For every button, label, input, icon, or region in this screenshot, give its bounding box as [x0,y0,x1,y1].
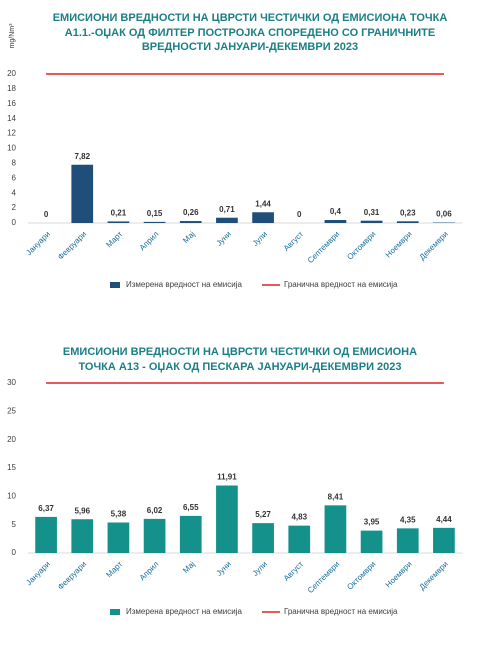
y-tick-label: 0 [12,218,17,227]
bar [143,518,166,553]
data-label: 8,41 [328,492,344,501]
data-label: 0,71 [219,205,235,214]
data-label: 0 [297,210,302,219]
data-label: 11,91 [217,473,237,482]
y-axis-label: mg/Nm³ [9,23,16,49]
bar [433,527,455,553]
y-tick-label: 0 [12,548,17,557]
data-label: 4,44 [436,515,452,524]
y-tick-label: 5 [12,520,17,529]
x-tick-label: Февруари [56,230,88,262]
data-label: 5,38 [111,510,127,519]
x-tick-label: Септември [306,560,342,596]
chart-title: ЕМИСИОНИ ВРЕДНОСТИ НА ЦВРСТИ ЧЕСТИЧКИ ОД… [62,346,418,373]
y-tick-label: 14 [7,114,16,123]
bar [360,220,383,223]
y-tick-label: 20 [7,435,16,444]
x-tick-label: Октомври [345,560,377,592]
x-tick-label: Мај [181,229,197,245]
y-tick-label: 25 [7,406,16,415]
bar [216,485,238,553]
bar [179,221,202,223]
x-tick-label: Октомври [345,230,377,262]
bar [360,530,383,553]
x-tick-label: Ноември [384,560,414,590]
x-tick-label: Јануари [24,560,52,588]
bar [396,221,419,223]
legend-label: Гранична вредност на емисија [284,607,398,616]
bar [107,522,130,553]
y-tick-label: 2 [12,203,17,212]
bar [143,221,166,223]
data-label: 0,31 [364,208,380,217]
x-tick-label: Декември [418,230,450,262]
data-label: 0,23 [400,208,416,217]
legend-label: Измерена вредност на емисија [126,280,243,289]
x-tick-label: Ноември [384,230,414,260]
bar [71,519,94,553]
bar [179,515,202,553]
y-tick-label: 10 [7,491,16,500]
bar [252,523,274,553]
y-tick-label: 8 [12,159,17,168]
data-label: 0,26 [183,208,199,217]
x-tick-label: Јуни [215,560,233,578]
y-tick-label: 15 [7,463,16,472]
data-label: 0,21 [111,209,127,218]
x-tick-label: Април [138,229,161,252]
bar [71,164,94,223]
x-tick-label: Март [104,559,124,579]
y-tick-label: 18 [7,84,16,93]
y-tick-label: 10 [7,144,16,153]
data-label: 6,02 [147,506,163,515]
data-label: 0 [44,210,49,219]
data-label: 4,35 [400,515,416,524]
bar [324,505,347,553]
legend-swatch [110,282,120,288]
data-label: 7,82 [74,152,90,161]
x-tick-label: Септември [306,230,342,266]
legend-label: Измерена вредност на емисија [126,607,243,616]
data-label: 6,37 [38,504,54,513]
x-tick-label: Јули [251,560,269,578]
x-tick-label: Јануари [24,230,52,258]
data-label: 6,55 [183,503,199,512]
data-label: 0,06 [436,210,452,219]
chart-title: ЕМИСИОНИ ВРЕДНОСТИ НА ЦВРСТИ ЧЕСТИЧКИ ОД… [52,12,448,53]
bar [396,528,419,553]
data-label: 3,95 [364,518,380,527]
x-tick-label: Април [138,559,161,582]
data-label: 5,96 [74,506,90,515]
legend-swatch [110,609,120,615]
x-tick-label: Јуни [215,230,233,248]
y-tick-label: 20 [7,69,16,78]
data-label: 4,83 [291,513,307,522]
x-tick-label: Февруари [56,560,88,592]
y-tick-label: 16 [7,99,16,108]
bar [288,525,311,553]
y-tick-label: 12 [7,129,16,138]
data-label: 0,4 [330,207,342,216]
y-tick-label: 30 [7,378,16,387]
bar [107,221,130,223]
data-label: 5,27 [255,510,271,519]
x-tick-label: Мај [181,559,197,575]
legend-label: Гранична вредност на емисија [284,280,398,289]
y-tick-label: 4 [12,188,17,197]
data-label: 1,44 [255,199,271,208]
x-tick-label: Август [282,559,306,583]
bar [252,212,274,223]
bar [324,220,347,223]
bar [216,217,238,223]
x-tick-label: Март [104,229,124,249]
bar [35,516,57,553]
x-tick-label: Декември [418,560,450,592]
data-label: 0,15 [147,209,163,218]
y-tick-label: 6 [12,173,17,182]
x-tick-label: Август [282,229,306,253]
x-tick-label: Јули [251,230,269,248]
